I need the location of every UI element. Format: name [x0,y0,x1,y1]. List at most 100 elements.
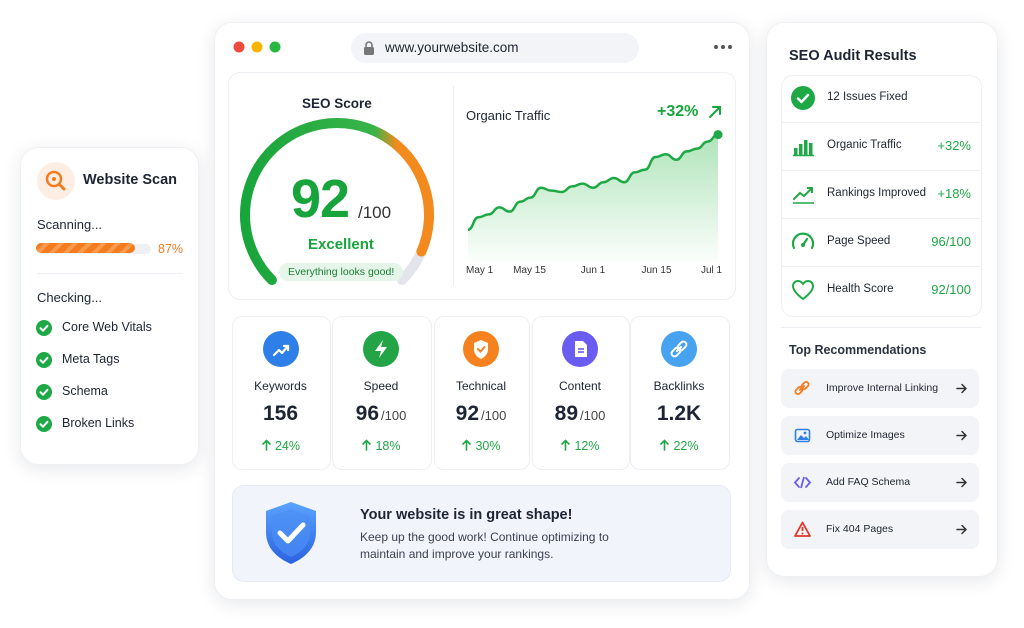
metric-unit: /100 [381,408,407,423]
check-icon [36,320,52,336]
window-controls [233,41,281,53]
metric-change-row: 18% [361,437,401,455]
banner-text: Keep up the good work! Continue optimizi… [360,530,609,561]
audit-label: Health Score [827,283,894,295]
metric-value: 89 [554,402,579,425]
audit-label: Page Speed [827,235,891,247]
metric-value: 96 [355,402,380,425]
divider [781,327,981,328]
recommendation-label: Add FAQ Schema [826,476,911,488]
recommendation-label: Optimize Images [826,429,905,441]
recommendation-icon [794,428,811,443]
check-item: Broken Links [62,416,135,430]
url-bar[interactable] [351,33,639,63]
metric-value-row: 96/100 [356,402,407,426]
chevron-arrow [956,524,968,535]
metric-change: 22% [673,439,699,453]
up-arrow [561,439,570,451]
x-tick-label: Jul 1 [700,265,723,276]
metric-name: Keywords [254,379,307,393]
metric-change-row: 24% [261,437,300,455]
menu-dots[interactable] [714,45,732,50]
audit-icon [791,279,815,301]
audit-label: Organic Traffic [827,139,902,151]
metric-unit: /100 [580,408,606,423]
divider [37,273,183,274]
trend-arrow [709,106,721,118]
metric-name: Content [558,379,602,393]
banner-title: Your website is in great shape! [360,507,573,523]
metric-change-row: 12% [560,437,600,455]
audit-label: Rankings Improved [827,187,927,199]
audit-icon [793,187,814,204]
x-tick-label: May 1 [466,265,494,276]
recommendation-icon [794,521,811,537]
traffic-end-point [713,130,723,140]
audit-title: SEO Audit Results [789,48,917,64]
metric-change: 30% [475,439,501,453]
recommendations-title: Top Recommendations [789,343,927,357]
metric-change-row: 30% [461,437,501,455]
metric-value-row: 92/100 [456,402,507,426]
recommendation-icon [794,381,810,395]
scan-status: Scanning... [37,217,103,232]
traffic-area [468,134,718,262]
check-item: Schema [62,384,108,398]
metric-change: 18% [375,439,401,453]
divider [781,170,980,171]
audit-icon [793,140,814,157]
up-arrow [261,439,271,451]
recommendation-item[interactable] [781,369,979,408]
recommendation-label: Improve Internal Linking [826,382,939,394]
metric-icon [661,331,697,367]
check-icon [36,416,52,432]
divider [781,218,980,219]
progress-label: 87% [158,242,184,256]
checking-title: Checking... [37,290,103,305]
metric-unit: /100 [481,408,507,423]
score-rating: Excellent [308,236,374,253]
audit-value: 96/100 [931,234,971,249]
traffic-chart [467,130,723,262]
metric-value: 156 [262,402,299,425]
score-max: /100 [358,203,392,222]
score-gauge [240,118,434,286]
recommendation-item[interactable] [781,416,979,455]
metric-value-row: 156 [263,402,298,426]
lock-icon [364,41,374,55]
up-arrow [362,439,371,451]
check-icon [36,352,52,368]
chevron-arrow [956,477,968,488]
audit-value: +18% [937,186,971,201]
metric-name: Backlinks [653,379,705,393]
scan-icon [37,162,75,200]
score-title: SEO Score [302,96,372,111]
score-value: 92 [291,169,350,229]
metric-name: Technical [455,379,507,393]
metric-value: 92 [455,402,480,425]
check-icon [36,384,52,400]
metric-change-row: 22% [659,437,699,455]
metric-icon [363,331,399,367]
url: www.yourwebsite.com [385,40,519,55]
up-arrow [660,439,669,451]
divider [781,122,980,123]
recommendation-item[interactable] [781,463,979,502]
scan-title: Website Scan [83,172,178,188]
metric-name: Speed [363,379,399,393]
up-arrow [462,439,471,451]
metric-change: 12% [574,439,600,453]
audit-value: +32% [937,138,971,153]
metric-value: 1.2K [656,402,702,425]
metric-value-row: 1.2K [657,402,701,426]
divider [781,266,980,267]
progress-fill [36,243,136,253]
traffic-title: Organic Traffic [466,108,551,123]
recommendation-label: Fix 404 Pages [826,523,894,535]
recommendation-item[interactable] [781,510,979,549]
metric-change: 24% [274,439,301,453]
x-tick-label: Jun 15 [641,265,672,276]
audit-list [781,75,982,317]
metric-value-row: 89/100 [555,402,606,426]
metric-icon [562,331,598,367]
